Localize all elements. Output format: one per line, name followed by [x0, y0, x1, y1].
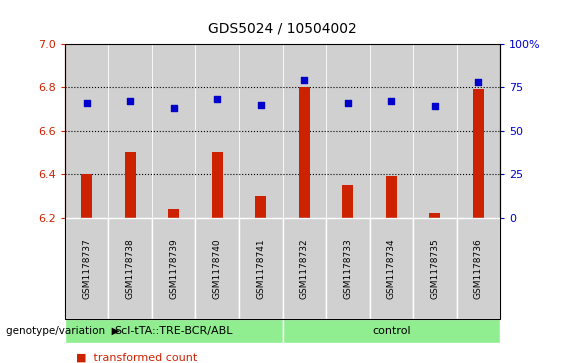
Text: control: control: [372, 326, 411, 336]
Text: GSM1178739: GSM1178739: [170, 238, 178, 299]
Point: [386, 98, 396, 104]
Bar: [255, 196, 266, 218]
Text: ■  transformed count: ■ transformed count: [76, 352, 198, 363]
Bar: [342, 185, 353, 218]
Bar: [326, 44, 370, 218]
Bar: [81, 174, 92, 218]
Point: [299, 77, 308, 83]
Text: GSM1178738: GSM1178738: [126, 238, 134, 299]
Text: GSM1178734: GSM1178734: [387, 238, 396, 299]
Point: [170, 105, 179, 111]
Text: GSM1178740: GSM1178740: [213, 238, 221, 299]
Text: GDS5024 / 10504002: GDS5024 / 10504002: [208, 22, 357, 36]
Bar: [212, 152, 223, 218]
Point: [126, 98, 135, 104]
Point: [257, 102, 266, 107]
Bar: [108, 44, 152, 218]
Text: GSM1178741: GSM1178741: [257, 238, 265, 299]
Text: GSM1178732: GSM1178732: [300, 238, 308, 299]
Point: [473, 79, 483, 85]
Text: GSM1178737: GSM1178737: [82, 238, 91, 299]
Bar: [65, 44, 108, 218]
Bar: [152, 44, 195, 218]
Point: [343, 100, 353, 106]
Text: genotype/variation  ▶: genotype/variation ▶: [6, 326, 119, 336]
Bar: [457, 44, 500, 218]
Text: GSM1178736: GSM1178736: [474, 238, 483, 299]
Point: [431, 103, 440, 109]
Bar: [413, 44, 457, 218]
Bar: [473, 89, 484, 218]
Bar: [370, 44, 413, 218]
Point: [82, 100, 92, 106]
Bar: [429, 213, 440, 218]
Bar: [195, 44, 239, 218]
Bar: [168, 209, 179, 218]
Bar: [386, 176, 397, 218]
Text: GSM1178735: GSM1178735: [431, 238, 439, 299]
Bar: [282, 44, 326, 218]
Point: [212, 97, 221, 102]
Text: Scl-tTA::TRE-BCR/ABL: Scl-tTA::TRE-BCR/ABL: [115, 326, 233, 336]
Bar: [239, 44, 282, 218]
Bar: [299, 87, 310, 218]
Bar: [125, 152, 136, 218]
Text: GSM1178733: GSM1178733: [344, 238, 352, 299]
